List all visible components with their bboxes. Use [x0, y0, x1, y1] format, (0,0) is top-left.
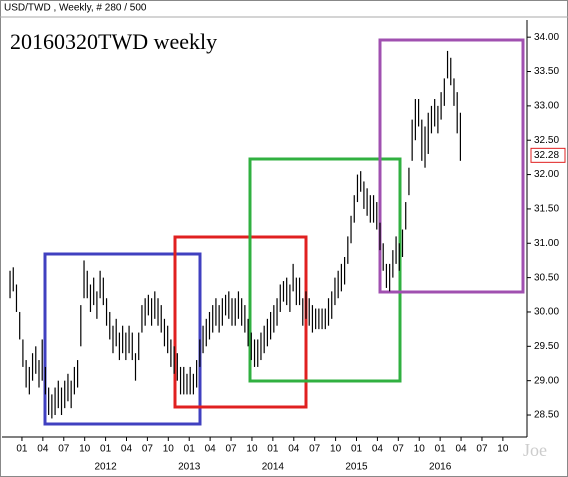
y-tick-label: 30.50: [534, 272, 559, 283]
x-tick-label: 10: [497, 444, 509, 455]
box-green: [248, 157, 402, 383]
y-tick-label: 29.00: [534, 375, 559, 386]
x-tick-label: 04: [205, 444, 217, 455]
x-tick-label: 07: [393, 444, 405, 455]
year-label: 2012: [94, 462, 117, 473]
box-purple: [378, 38, 525, 294]
y-tick-label: 29.50: [534, 341, 559, 352]
last-price: 32.28: [534, 150, 559, 161]
x-tick-label: 10: [163, 444, 175, 455]
x-tick-label: 01: [100, 444, 112, 455]
year-label: 2016: [429, 462, 452, 473]
x-tick-label: 07: [225, 444, 237, 455]
y-tick-label: 28.50: [534, 410, 559, 421]
x-tick-label: 04: [455, 444, 467, 455]
year-label: 2013: [178, 462, 201, 473]
x-tick-label: 01: [267, 444, 279, 455]
x-tick-label: 07: [142, 444, 154, 455]
year-label: 2015: [345, 462, 368, 473]
y-tick-label: 32.00: [534, 169, 559, 180]
year-label: 2014: [262, 462, 285, 473]
x-tick-label: 10: [79, 444, 91, 455]
header: USD/TWD , Weekly, # 280 / 500: [4, 3, 147, 14]
x-tick-label: 01: [351, 444, 363, 455]
x-tick-label: 01: [435, 444, 447, 455]
x-tick-label: 07: [309, 444, 321, 455]
y-tick-label: 32.50: [534, 135, 559, 146]
x-tick-label: 07: [476, 444, 488, 455]
x-tick-label: 04: [288, 444, 300, 455]
x-tick-label: 04: [121, 444, 133, 455]
x-tick-label: 04: [372, 444, 384, 455]
watermark: Joe: [523, 440, 547, 460]
x-tick-label: 01: [184, 444, 196, 455]
x-tick-label: 04: [37, 444, 49, 455]
y-tick-label: 34.00: [534, 32, 559, 43]
y-tick-label: 30.00: [534, 307, 559, 318]
x-tick-label: 07: [58, 444, 70, 455]
y-tick-label: 33.00: [534, 101, 559, 112]
chart-title: 20160320TWD weekly: [10, 29, 217, 54]
y-tick-label: 31.00: [534, 238, 559, 249]
x-tick-label: 10: [330, 444, 342, 455]
y-tick-label: 31.50: [534, 204, 559, 215]
last-price-box: [530, 147, 566, 163]
x-tick-label: 10: [414, 444, 426, 455]
box-blue: [43, 252, 202, 426]
y-tick-label: 33.50: [534, 66, 559, 77]
x-tick-label: 10: [246, 444, 258, 455]
box-red: [173, 235, 308, 409]
x-tick-label: 01: [16, 444, 28, 455]
